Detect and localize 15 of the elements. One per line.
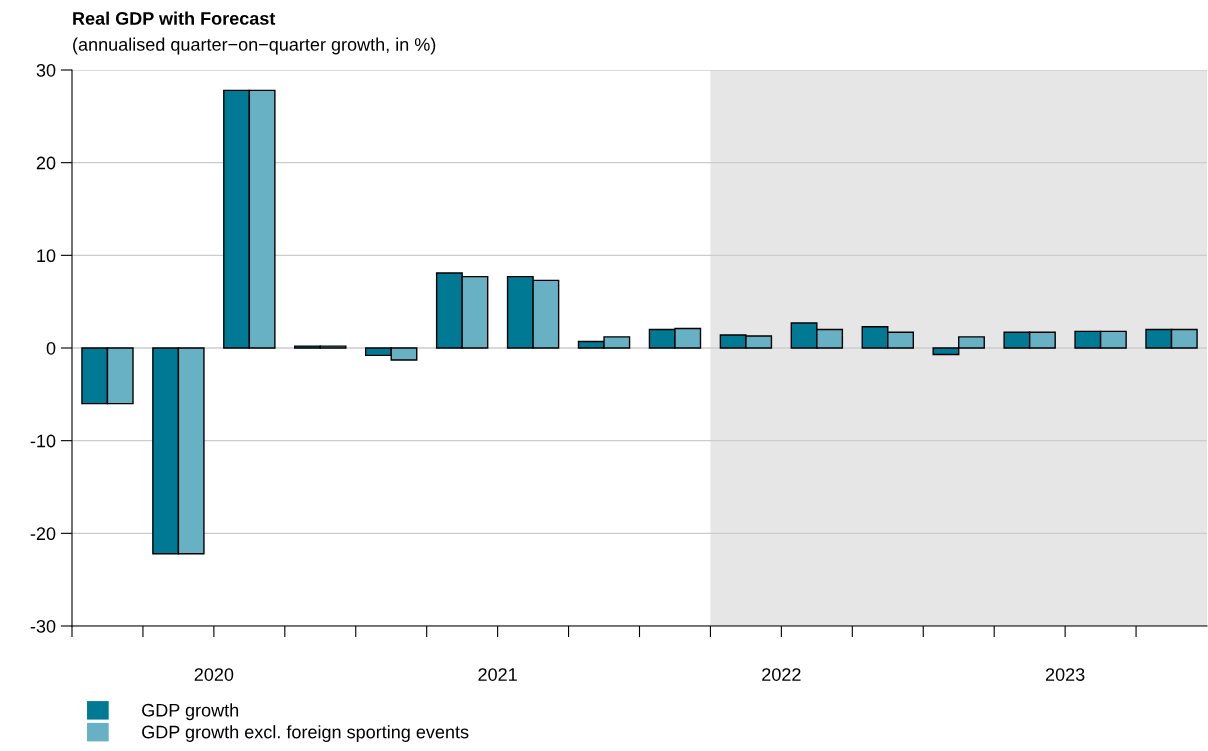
legend-label: GDP growth [142,703,239,721]
y-tick-label: 20 [36,156,56,170]
y-tick-label: 0 [46,341,56,355]
y-tick-label: -10 [30,434,56,448]
x-tick-label: 2023 [1045,668,1085,681]
y-tick-label: -30 [30,619,56,633]
x-tick-label: 2021 [478,668,517,681]
y-tick-label: 10 [37,249,56,263]
x-tick-label: 2022 [762,668,801,681]
chart-title: Real GDP with Forecast [73,11,276,25]
legend-label: GDP growth excl. foreign sporting events [142,725,469,742]
chart-subtitle: (annualised quarter−on−quarter growth, in %) [73,37,436,55]
y-tick-label: 30 [36,63,56,77]
y-tick-label: -20 [30,527,56,541]
x-tick-label: 2020 [194,668,234,681]
